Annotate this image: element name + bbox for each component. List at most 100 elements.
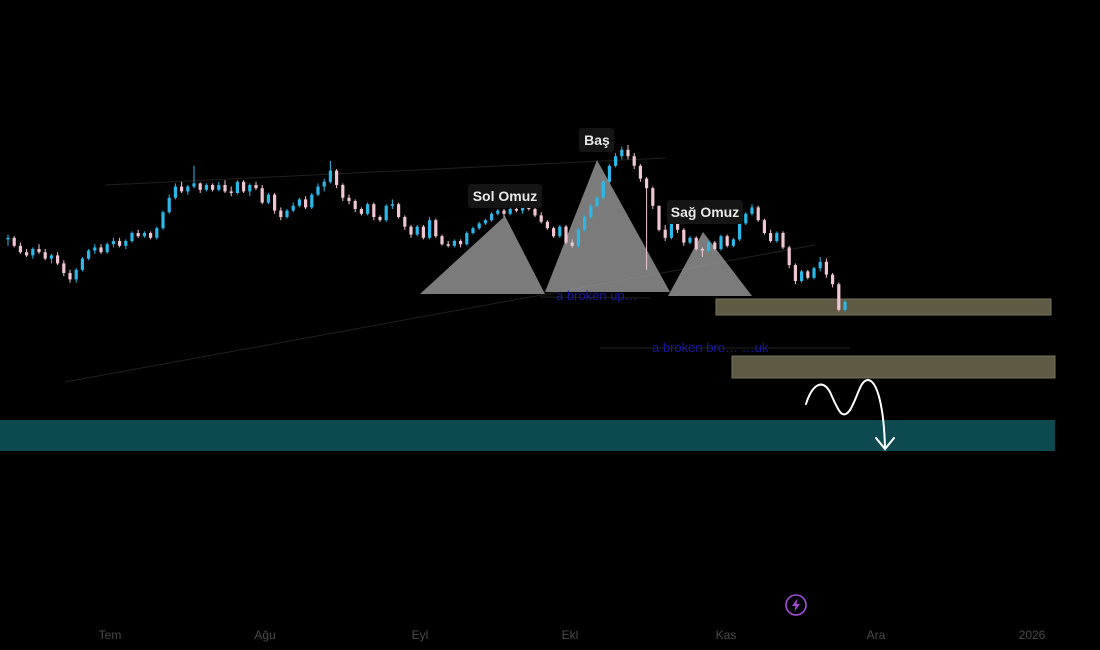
candle-down xyxy=(694,237,698,249)
candle-down xyxy=(341,185,345,198)
candle-down xyxy=(353,201,357,209)
candle-down xyxy=(824,261,828,275)
candle-up xyxy=(614,156,618,166)
candle-up xyxy=(558,226,562,237)
candle-up xyxy=(452,241,456,246)
candle-up xyxy=(93,247,97,251)
candle-up xyxy=(322,181,326,187)
candle-down xyxy=(180,186,184,192)
candle-down xyxy=(198,183,202,190)
candle-down xyxy=(632,156,636,166)
candle-down xyxy=(806,271,810,278)
candle-down xyxy=(409,226,413,235)
candlestick-series xyxy=(6,145,847,312)
candle-up xyxy=(124,241,128,246)
candle-up xyxy=(428,220,432,238)
candle-up xyxy=(719,236,723,249)
candle-down xyxy=(273,194,277,211)
candle-up xyxy=(750,207,754,214)
candle-up xyxy=(291,205,295,211)
candle-up xyxy=(595,197,599,206)
candle-down xyxy=(434,220,438,237)
candle-down xyxy=(254,185,258,189)
candle-up xyxy=(521,207,525,211)
candle-up xyxy=(576,229,580,246)
right-shoulder-text: Sağ Omuz xyxy=(671,204,739,220)
x-tick-label: Ara xyxy=(867,628,886,642)
candle-down xyxy=(56,255,60,264)
candle-up xyxy=(731,239,735,246)
candle-down xyxy=(403,217,407,227)
candle-up xyxy=(607,165,611,182)
candle-down xyxy=(514,209,518,211)
lightning-bolt-icon[interactable] xyxy=(785,594,807,616)
candle-up xyxy=(192,183,196,187)
candle-down xyxy=(136,233,140,237)
candle-up xyxy=(669,215,673,238)
candle-up xyxy=(483,220,487,224)
candle-down xyxy=(359,209,363,214)
candle-up xyxy=(384,205,388,221)
candle-down xyxy=(539,215,543,222)
candle-down xyxy=(638,165,642,179)
candle-down xyxy=(335,170,339,185)
candle-up xyxy=(87,250,91,259)
candle-up xyxy=(818,261,822,269)
upper-channel-line xyxy=(104,157,666,186)
projection-arrow xyxy=(805,378,895,451)
candle-down xyxy=(700,249,704,251)
broken-line-2-label: a broken bro… …uk xyxy=(652,340,769,355)
candle-down xyxy=(397,204,401,217)
candle-up xyxy=(310,194,314,208)
candle-down xyxy=(831,274,835,285)
candle-down xyxy=(769,233,773,241)
candle-up xyxy=(775,233,779,241)
candle-up xyxy=(471,228,475,233)
candle-down xyxy=(279,210,283,217)
candle-up xyxy=(173,186,177,198)
candle-down xyxy=(99,247,103,253)
candle-down xyxy=(242,181,246,192)
candle-up xyxy=(204,185,208,190)
head-text: Baş xyxy=(584,132,610,148)
candle-down xyxy=(12,237,16,246)
candle-down xyxy=(713,242,717,249)
candle-up xyxy=(688,237,692,243)
candle-up xyxy=(111,241,115,245)
candle-up xyxy=(800,271,804,281)
candle-down xyxy=(781,233,785,248)
candle-up xyxy=(6,237,10,240)
candle-up xyxy=(235,181,239,193)
candle-up xyxy=(105,244,109,253)
candle-down xyxy=(68,273,72,280)
candle-up xyxy=(130,233,134,241)
candle-up xyxy=(477,223,481,229)
candle-down xyxy=(378,217,382,221)
candle-down xyxy=(837,284,841,310)
x-tick-label: Ağu xyxy=(254,628,275,642)
candle-up xyxy=(366,204,370,214)
candle-down xyxy=(25,252,29,256)
candle-up xyxy=(601,181,605,198)
candle-down xyxy=(260,188,264,203)
candle-up xyxy=(620,149,624,157)
candle-down xyxy=(725,236,729,246)
right-shoulder-triangle xyxy=(668,232,752,296)
candle-down xyxy=(18,245,22,253)
candle-down xyxy=(347,197,351,201)
candle-down xyxy=(651,188,655,206)
candle-down xyxy=(663,229,667,238)
candle-up xyxy=(583,217,587,230)
candle-up xyxy=(155,228,159,238)
candle-up xyxy=(744,213,748,224)
candle-up xyxy=(316,186,320,195)
candle-down xyxy=(570,242,574,246)
candle-down xyxy=(756,207,760,221)
candle-up xyxy=(508,209,512,214)
candle-down xyxy=(223,185,227,192)
candle-down xyxy=(787,247,791,265)
candle-up xyxy=(31,249,35,256)
candle-down xyxy=(149,233,153,238)
head-label: Baş xyxy=(579,128,614,152)
